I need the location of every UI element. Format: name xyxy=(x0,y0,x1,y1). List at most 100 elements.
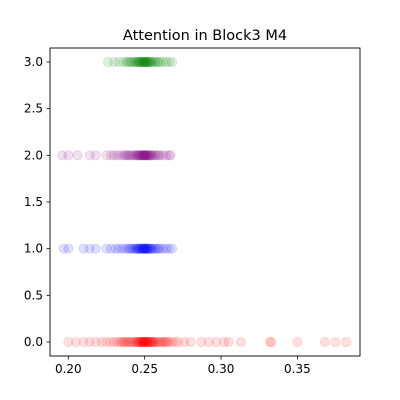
data-point xyxy=(142,243,153,254)
data-point xyxy=(125,336,137,348)
data-point xyxy=(139,336,150,348)
data-point xyxy=(119,150,130,161)
data-point xyxy=(157,56,169,68)
data-point xyxy=(144,243,155,254)
data-point xyxy=(128,243,140,254)
data-point xyxy=(115,150,126,161)
data-point xyxy=(135,150,146,161)
data-point xyxy=(133,56,144,68)
data-point xyxy=(130,243,141,254)
data-point xyxy=(145,56,156,68)
data-point xyxy=(72,150,83,161)
data-point xyxy=(110,243,121,254)
data-point xyxy=(150,56,161,68)
data-point xyxy=(121,336,132,348)
data-point xyxy=(154,56,166,68)
data-point xyxy=(173,336,184,348)
data-point xyxy=(127,336,138,348)
data-point xyxy=(330,336,341,348)
y-tick-label: 1.5 xyxy=(24,195,43,209)
data-point xyxy=(164,56,175,68)
data-point xyxy=(162,336,173,348)
data-point xyxy=(102,56,114,68)
data-point xyxy=(124,56,135,68)
data-point xyxy=(122,243,133,254)
data-point xyxy=(112,150,123,161)
data-point xyxy=(84,243,95,254)
data-point xyxy=(141,150,152,161)
data-point xyxy=(112,336,123,348)
data-point xyxy=(131,336,143,348)
data-point xyxy=(90,336,101,348)
data-point xyxy=(138,336,149,348)
data-point xyxy=(139,56,150,68)
data-point xyxy=(156,336,167,348)
data-point xyxy=(121,56,132,68)
data-point xyxy=(131,243,143,254)
x-tick-label: 0.35 xyxy=(284,362,311,376)
data-point xyxy=(164,243,175,254)
data-point xyxy=(118,56,129,68)
data-point xyxy=(154,243,166,254)
data-point xyxy=(135,336,146,348)
data-point xyxy=(223,336,234,348)
data-point xyxy=(154,336,166,348)
series-2 xyxy=(57,150,176,161)
data-point xyxy=(133,56,144,68)
data-point xyxy=(145,336,156,348)
x-tick-label: 0.25 xyxy=(131,362,158,376)
data-point xyxy=(153,56,164,68)
data-point xyxy=(138,56,149,68)
data-point xyxy=(142,243,153,254)
data-point xyxy=(139,336,150,348)
data-point xyxy=(125,150,137,161)
data-point xyxy=(139,56,150,68)
data-point xyxy=(124,336,135,348)
data-point xyxy=(141,56,152,68)
data-point xyxy=(131,56,143,68)
data-point xyxy=(148,56,159,68)
data-point xyxy=(150,243,161,254)
data-point xyxy=(145,243,156,254)
y-tick-label: 2.5 xyxy=(24,102,43,116)
data-point xyxy=(185,336,196,348)
data-point xyxy=(144,56,155,68)
data-point xyxy=(70,336,82,348)
data-point xyxy=(118,336,129,348)
data-point xyxy=(151,243,162,254)
data-point xyxy=(136,336,147,348)
data-point xyxy=(196,336,207,348)
data-point xyxy=(57,150,68,161)
data-point xyxy=(113,243,124,254)
data-point xyxy=(133,336,144,348)
data-point xyxy=(138,243,149,254)
data-point xyxy=(142,56,153,68)
data-point xyxy=(170,336,181,348)
data-point xyxy=(142,56,153,68)
data-point xyxy=(151,336,162,348)
data-point xyxy=(341,336,352,348)
data-point xyxy=(116,243,127,254)
data-point xyxy=(142,336,153,348)
data-point xyxy=(165,150,176,161)
data-point xyxy=(130,336,141,348)
data-point xyxy=(138,243,149,254)
data-point xyxy=(142,336,153,348)
data-point xyxy=(130,56,141,68)
data-point xyxy=(159,336,170,348)
data-point xyxy=(141,243,152,254)
data-point xyxy=(122,150,133,161)
data-point xyxy=(131,336,143,348)
data-point xyxy=(164,150,175,161)
data-point xyxy=(141,150,152,161)
data-point xyxy=(139,150,150,161)
data-point xyxy=(167,336,178,348)
data-point xyxy=(139,243,150,254)
data-point xyxy=(109,56,120,68)
y-tick-label: 2.0 xyxy=(24,148,43,162)
data-point xyxy=(145,336,156,348)
data-point xyxy=(264,336,275,348)
data-point xyxy=(133,150,144,161)
data-point xyxy=(139,336,150,348)
